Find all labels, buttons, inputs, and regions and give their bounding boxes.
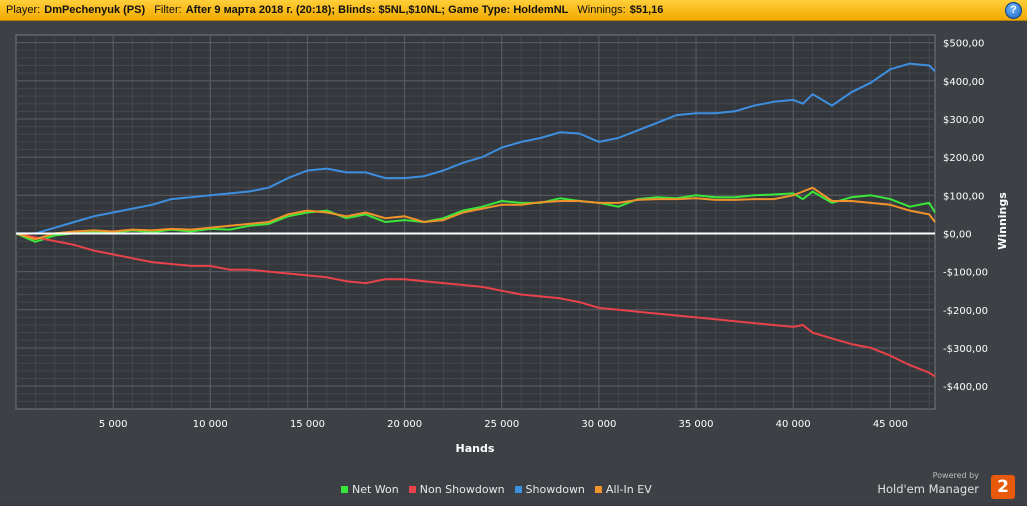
- winnings-chart: $500,00 $400,00 $300,00 $200,00 $100,00 $0,00…: [15, 34, 1009, 455]
- hem-logo-icon: 2: [991, 475, 1015, 499]
- powered-by-text: Powered by: [932, 471, 979, 480]
- player-label: Player:: [6, 4, 41, 16]
- plot-background: [15, 34, 936, 410]
- legend-item[interactable]: Non Showdown: [408, 483, 505, 496]
- help-icon[interactable]: ?: [1005, 2, 1022, 19]
- header-bar: Player: DmPechenyuk (PS) Filter: After 9 м…: [0, 0, 1027, 21]
- grid: [15, 34, 936, 410]
- legend-label: Net Won: [352, 483, 399, 496]
- legend-swatch: [341, 486, 348, 493]
- x-tick-label: 30 000: [581, 419, 616, 430]
- legend-item[interactable]: Showdown: [514, 483, 585, 496]
- y-tick-label: -$200,00: [943, 306, 988, 317]
- y-tick-label: $300,00: [943, 115, 984, 126]
- legend-label: All-In EV: [605, 483, 652, 496]
- x-tick-label: 35 000: [679, 419, 714, 430]
- x-tick-label: 15 000: [290, 419, 325, 430]
- series-line-1: [15, 232, 936, 378]
- x-tick-label: 5 000: [99, 419, 128, 430]
- player-value: DmPechenyuk (PS): [44, 4, 146, 16]
- series-line-3: [15, 186, 936, 241]
- x-tick-label: 25 000: [484, 419, 519, 430]
- legend-swatch: [514, 486, 522, 493]
- legend: Net Won Non Showdown Showdown All-In EV: [341, 483, 662, 496]
- y-tick-label: $200,00: [943, 153, 984, 164]
- x-axis-label: Hands: [456, 442, 495, 455]
- legend-swatch: [594, 486, 602, 493]
- y-tick-label: -$300,00: [943, 344, 988, 355]
- legend-label: Non Showdown: [419, 483, 505, 496]
- y-axis-label: Winnings: [996, 192, 1009, 250]
- product-name: Hold'em Manager: [877, 482, 979, 496]
- winnings-label: Winnings:: [577, 4, 626, 16]
- y-tick-label: $400,00: [943, 77, 984, 88]
- legend-label: Showdown: [525, 483, 585, 496]
- y-tick-label: $0,00: [943, 229, 972, 240]
- winnings-value: $51,16: [629, 4, 664, 16]
- y-tick-label: -$400,00: [943, 382, 988, 393]
- x-tick-label: 45 000: [873, 419, 908, 430]
- x-tick-label: 20 000: [387, 419, 422, 430]
- x-tick-label: 10 000: [193, 419, 228, 430]
- legend-item[interactable]: Net Won: [341, 483, 399, 496]
- filter-value: After 9 марта 2018 г. (20:18); Blinds: $…: [185, 4, 569, 16]
- series-line-2: [16, 62, 936, 235]
- legend-item[interactable]: All-In EV: [594, 483, 652, 496]
- series-lines: [15, 62, 936, 378]
- filter-label: Filter:: [154, 4, 182, 16]
- chart-area: $500,00 $400,00 $300,00 $200,00 $100,00 $0,00…: [0, 21, 1027, 502]
- y-tick-label: $500,00: [943, 39, 984, 50]
- y-tick-label: -$100,00: [943, 268, 988, 279]
- legend-swatch: [408, 486, 416, 493]
- axes: $500,00 $400,00 $300,00 $200,00 $100,00 $0,00…: [16, 39, 988, 430]
- y-tick-label: $100,00: [943, 191, 984, 202]
- x-tick-label: 40 000: [776, 419, 811, 430]
